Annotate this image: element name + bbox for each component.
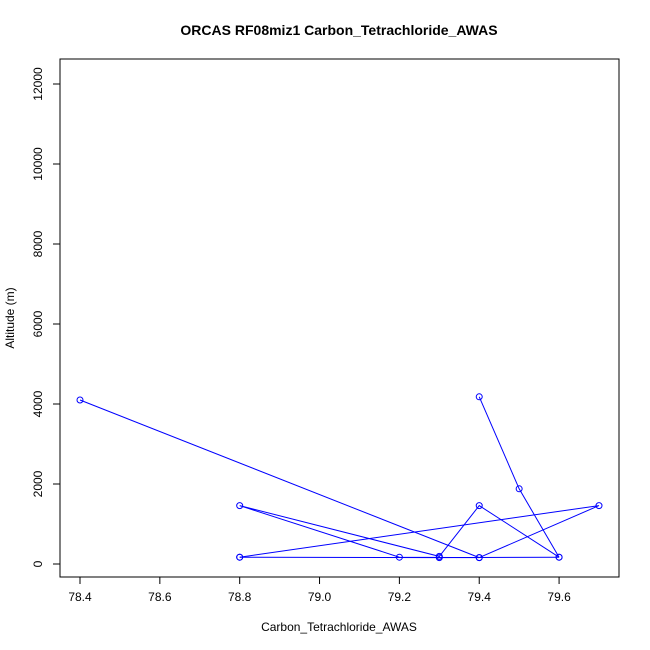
y-axis-label: Altitude (m)	[3, 287, 17, 348]
x-axis-label: Carbon_Tetrachloride_AWAS	[261, 620, 417, 634]
series-line	[79, 396, 560, 559]
x-tick-label: 79.6	[547, 590, 571, 604]
data-point	[76, 396, 84, 404]
y-tick-label: 4000	[31, 390, 45, 417]
series-layer	[76, 393, 603, 562]
x-tick-label: 79.0	[308, 590, 332, 604]
y-tick-label: 6000	[31, 310, 45, 337]
data-point	[595, 502, 603, 510]
data-point	[236, 502, 244, 510]
data-point	[475, 502, 483, 510]
y-axis: 0 2000 4000 6000 8000 10000 12000	[31, 67, 61, 567]
x-tick-label: 78.6	[148, 590, 172, 604]
x-tick-label: 79.2	[388, 590, 412, 604]
y-tick-label: 12000	[31, 67, 45, 101]
y-tick-label: 8000	[31, 230, 45, 257]
y-tick-label: 10000	[31, 147, 45, 181]
data-point	[555, 553, 563, 561]
x-tick-label: 79.4	[468, 590, 492, 604]
x-tick-label: 78.4	[68, 590, 92, 604]
x-tick-label: 78.8	[228, 590, 252, 604]
x-axis: 78.4 78.6 78.8 79.0 79.2 79.4 79.6	[68, 576, 571, 604]
chart-title: ORCAS RF08miz1 Carbon_Tetrachloride_AWAS	[180, 22, 497, 38]
data-point	[435, 554, 443, 562]
data-point	[236, 553, 244, 561]
y-tick-label: 2000	[31, 470, 45, 497]
data-point	[475, 554, 483, 562]
plot-frame	[59, 58, 620, 578]
data-point	[475, 393, 483, 401]
series-line	[239, 505, 600, 559]
y-tick-label: 0	[31, 560, 45, 567]
data-point	[515, 485, 523, 493]
